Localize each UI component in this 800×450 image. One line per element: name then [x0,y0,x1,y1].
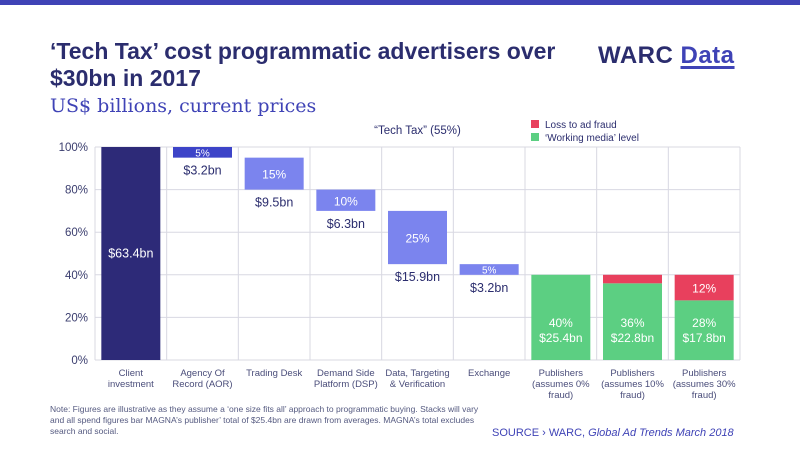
bar [244,157,304,190]
bar [674,300,734,360]
value-label: $63.4bn [108,247,153,261]
bar [101,147,161,360]
x-category-label: & Verification [390,379,445,390]
logo-warc: WARC [598,42,674,69]
legend-label: Loss to ad fraud [545,120,617,131]
x-category-label: Platform (DSP) [314,379,378,390]
tech-tax-annotation: “Tech Tax” (55%) [374,125,461,137]
value-label: $22.8bn [611,331,654,345]
bar [531,274,591,360]
chart-subtitle: US$ billions, current prices [50,95,317,117]
bar [388,210,447,265]
bar [173,147,232,158]
fraud-bar [603,274,662,284]
source-line: SOURCE › WARC, Global Ad Trends March 20… [492,427,734,439]
y-tick-label: 40% [65,270,88,282]
percent-label: 15% [262,168,286,182]
value-label: $3.2bn [470,281,508,295]
y-tick-label: 20% [65,312,88,324]
x-category-label: (assumes 10% [601,379,664,390]
top-accent-bar [0,0,800,5]
legend-label: ‘Working media’ level [545,133,639,144]
value-label: $6.3bn [327,217,365,231]
x-category-label: (assumes 30% [673,379,736,390]
logo-data: Data [680,42,735,69]
percent-label: 28% [692,316,716,330]
x-category-label: fraud) [548,390,573,401]
x-category-label: Data, Targeting [385,368,449,379]
bar [603,283,662,360]
x-category-label: fraud) [692,390,717,401]
percent-label: 5% [482,265,497,276]
x-category-label: Record (AOR) [172,379,232,390]
x-category-label: Trading Desk [246,368,302,379]
fraud-bar [674,274,734,301]
source-prefix: SOURCE › WARC, [492,427,589,439]
legend-swatch [531,120,539,128]
value-label: $17.8bn [682,331,725,345]
percent-label: 5% [195,148,210,159]
y-tick-label: 100% [59,142,88,154]
percent-label: 25% [405,232,429,246]
warc-data-logo: WARC Data [598,42,735,70]
x-category-label: fraud) [620,390,645,401]
percent-label: 10% [334,194,358,208]
value-label: $15.9bn [395,270,440,284]
value-label: $9.5bn [255,196,293,210]
x-category-label: Publishers [539,368,584,379]
y-tick-label: 0% [71,355,88,367]
percent-label: 40% [549,316,573,330]
x-category-label: Publishers [682,368,727,379]
bar [316,189,376,211]
value-label: $3.2bn [183,164,221,178]
x-category-label: Exchange [468,368,510,379]
x-category-label: Agency Of [180,368,225,379]
source-title: Global Ad Trends March 2018 [588,427,734,439]
bar [459,264,519,275]
x-category-label: Demand Side [317,368,375,379]
x-category-label: (assumes 0% [532,379,590,390]
footnote: Note: Figures are illustrative as they a… [50,404,479,436]
fraud-label: 12% [692,282,716,296]
legend-swatch [531,133,539,141]
y-tick-label: 80% [65,185,88,197]
x-category-label: investment [108,379,154,390]
value-label: $25.4bn [539,331,582,345]
y-tick-label: 60% [65,227,88,239]
x-category-label: Client [119,368,144,379]
x-category-label: Publishers [610,368,655,379]
percent-label: 36% [620,316,644,330]
chart-title: ‘Tech Tax’ cost programmatic advertisers… [50,38,556,91]
